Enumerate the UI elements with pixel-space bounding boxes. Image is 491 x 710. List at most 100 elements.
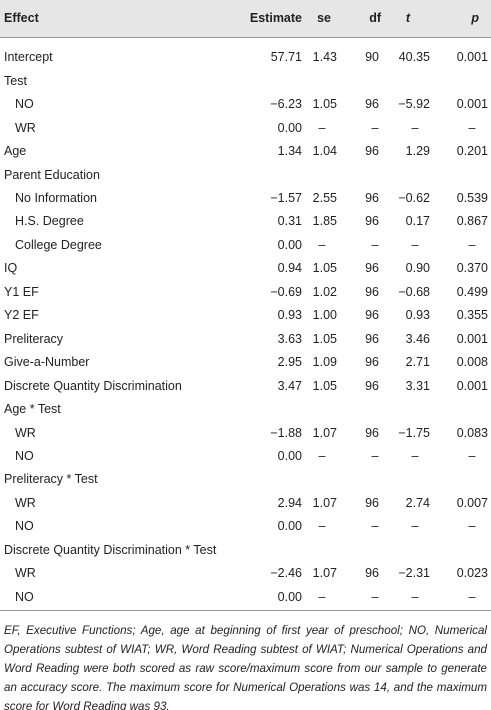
cell-value: – xyxy=(318,519,326,534)
cell-value: – xyxy=(411,237,419,252)
effect-label: NO xyxy=(15,519,34,534)
column-header: t xyxy=(405,11,410,25)
cell-value: 0.17 xyxy=(405,214,430,229)
cell-value: 96 xyxy=(365,191,379,205)
table-bottom-rule xyxy=(0,610,491,611)
cell-value: 0.001 xyxy=(456,331,488,346)
cell-value: 2.74 xyxy=(405,495,430,510)
cell-value: 0.499 xyxy=(456,284,488,299)
cell-value: 96 xyxy=(365,97,379,112)
cell-value: 96 xyxy=(365,214,379,229)
effect-label: NO xyxy=(15,589,34,604)
cell-value: −1.75 xyxy=(398,425,430,440)
cell-value: −5.92 xyxy=(398,97,430,112)
effect-label: Give-a-Number xyxy=(4,355,90,370)
effect-label: WR xyxy=(15,495,36,510)
cell-value: – xyxy=(411,448,419,463)
cell-value: – xyxy=(468,120,476,135)
cell-value: 96 xyxy=(365,566,379,581)
effect-label: Test xyxy=(4,73,27,88)
effect-label: Intercept xyxy=(4,50,53,65)
cell-value: 0.00 xyxy=(277,120,302,135)
cell-value: 40.35 xyxy=(398,50,430,65)
cell-value: 1.34 xyxy=(277,144,302,159)
cell-value: – xyxy=(411,120,419,135)
cell-value: 1.05 xyxy=(312,97,337,112)
effect-label: NO xyxy=(15,448,34,463)
cell-value: 96 xyxy=(365,495,379,510)
effect-label: Discrete Quantity Discrimination xyxy=(4,378,182,393)
cell-value: – xyxy=(468,448,476,463)
effect-label: IQ xyxy=(4,261,18,276)
cell-value: 1.07 xyxy=(312,425,337,440)
cell-value: 1.07 xyxy=(312,566,337,581)
cell-value: −0.69 xyxy=(270,284,302,299)
effect-label: College Degree xyxy=(15,237,102,252)
effect-label: H.S. Degree xyxy=(15,214,84,229)
cell-value: −1.88 xyxy=(270,425,302,440)
cell-value: 0.00 xyxy=(277,237,302,252)
cell-value: 1.05 xyxy=(312,378,337,393)
effect-label: Age xyxy=(4,144,27,159)
cell-value: 3.47 xyxy=(277,378,302,393)
cell-value: 1.02 xyxy=(312,284,337,299)
column-header: df xyxy=(369,11,381,25)
column-header: se xyxy=(317,11,331,25)
cell-value: – xyxy=(371,237,379,252)
effect-label: Y2 EF xyxy=(4,308,39,323)
cell-value: 0.001 xyxy=(456,97,488,112)
cell-value: – xyxy=(411,519,419,534)
cell-value: 90 xyxy=(365,50,379,65)
effect-label: WR xyxy=(15,425,36,440)
cell-value: 0.083 xyxy=(456,425,488,440)
cell-value: −6.23 xyxy=(270,97,302,112)
cell-value: 96 xyxy=(365,425,379,440)
cell-value: 3.31 xyxy=(405,378,430,393)
cell-value: 2.95 xyxy=(277,355,302,370)
cell-value: 96 xyxy=(365,378,379,393)
cell-value: 1.09 xyxy=(312,355,337,370)
cell-value: 1.04 xyxy=(312,144,337,159)
effect-label: Age * Test xyxy=(4,402,61,417)
effect-label: WR xyxy=(15,120,36,135)
cell-value: −2.46 xyxy=(270,566,302,581)
cell-value: 0.867 xyxy=(456,214,488,229)
cell-value: 96 xyxy=(365,284,379,299)
cell-value: 96 xyxy=(365,261,379,276)
cell-value: – xyxy=(318,589,326,604)
effect-label: No Information xyxy=(15,191,97,205)
effect-label: Y1 EF xyxy=(4,284,39,299)
cell-value: – xyxy=(371,589,379,604)
cell-value: 0.00 xyxy=(277,519,302,534)
effect-label: Preliteracy xyxy=(4,331,64,346)
effect-label: WR xyxy=(15,566,36,581)
cell-value: −2.31 xyxy=(398,566,430,581)
cell-value: 96 xyxy=(365,355,379,370)
cell-value: 2.55 xyxy=(312,191,337,205)
cell-value: 0.007 xyxy=(456,495,488,510)
cell-value: 0.355 xyxy=(456,308,488,323)
cell-value: 3.63 xyxy=(277,331,302,346)
header-row xyxy=(0,0,491,38)
cell-value: 3.46 xyxy=(405,331,430,346)
cell-value: 0.008 xyxy=(456,355,488,370)
cell-value: −1.57 xyxy=(270,191,302,205)
cell-value: 0.90 xyxy=(405,261,430,276)
cell-value: 0.001 xyxy=(456,378,488,393)
column-header: Estimate xyxy=(249,11,302,25)
cell-value: 0.00 xyxy=(277,448,302,463)
cell-value: – xyxy=(468,589,476,604)
effect-label: NO xyxy=(15,97,34,112)
cell-value: 0.94 xyxy=(277,261,302,276)
cell-value: 0.00 xyxy=(277,589,302,604)
cell-value: – xyxy=(318,448,326,463)
cell-value: – xyxy=(318,237,326,252)
cell-value: – xyxy=(468,237,476,252)
cell-value: 0.001 xyxy=(456,50,488,65)
cell-value: −0.62 xyxy=(398,191,430,205)
cell-value: – xyxy=(371,448,379,463)
cell-value: 2.71 xyxy=(405,355,430,370)
cell-value: 0.93 xyxy=(405,308,430,323)
column-header: Effect xyxy=(4,11,39,25)
